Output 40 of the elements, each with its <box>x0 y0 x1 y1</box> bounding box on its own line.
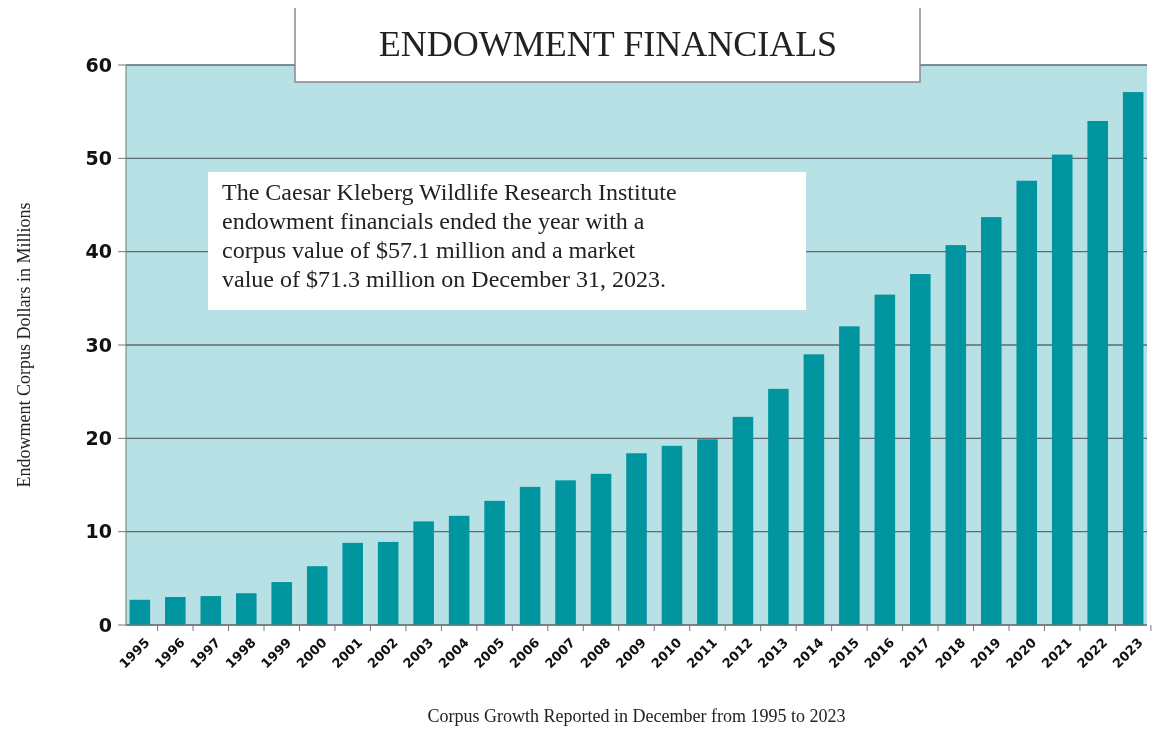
y-tick-label: 60 <box>85 53 112 76</box>
bar <box>448 515 470 625</box>
bar <box>1087 121 1108 625</box>
bar <box>661 445 683 625</box>
bar <box>910 274 931 625</box>
annotation: The Caesar Kleberg Wildlife Research Institute endowment financials ended the year with a corpus value of $57.1 million and a market value of $71.3 million on December 31, 2023. <box>222 179 677 292</box>
y-tick-label: 20 <box>85 426 112 449</box>
bar <box>839 326 860 625</box>
y-tick-label: 0 <box>98 613 112 636</box>
bar <box>413 521 434 625</box>
y-tick-label: 40 <box>85 240 112 263</box>
bar <box>519 486 541 625</box>
bar <box>980 217 1002 625</box>
bar <box>129 599 151 625</box>
bar <box>1016 180 1038 625</box>
y-tick-label: 50 <box>85 146 112 169</box>
bar <box>235 593 257 625</box>
bar <box>732 416 754 625</box>
bar <box>377 541 399 625</box>
bar <box>200 596 222 625</box>
bar <box>697 439 718 625</box>
y-tick-label: 10 <box>85 520 112 543</box>
bar <box>271 582 293 625</box>
x-axis-title: Corpus Growth Reported in December from 1995 to 2023 <box>427 706 846 726</box>
bar <box>342 542 363 625</box>
bar <box>1051 154 1073 625</box>
bar <box>626 453 647 625</box>
bar <box>768 388 789 625</box>
bar <box>874 294 896 625</box>
bar <box>484 500 505 625</box>
bar <box>590 473 612 625</box>
y-tick-label: 30 <box>85 333 112 356</box>
bar <box>165 597 186 625</box>
bar <box>945 245 967 625</box>
bar <box>555 480 576 625</box>
y-axis-title: Endowment Corpus Dollars in Millions <box>14 202 34 488</box>
bar <box>803 354 825 625</box>
bar <box>1122 92 1144 625</box>
chart-title: ENDOWMENT FINANCIALS <box>378 24 838 64</box>
bar <box>306 566 328 625</box>
